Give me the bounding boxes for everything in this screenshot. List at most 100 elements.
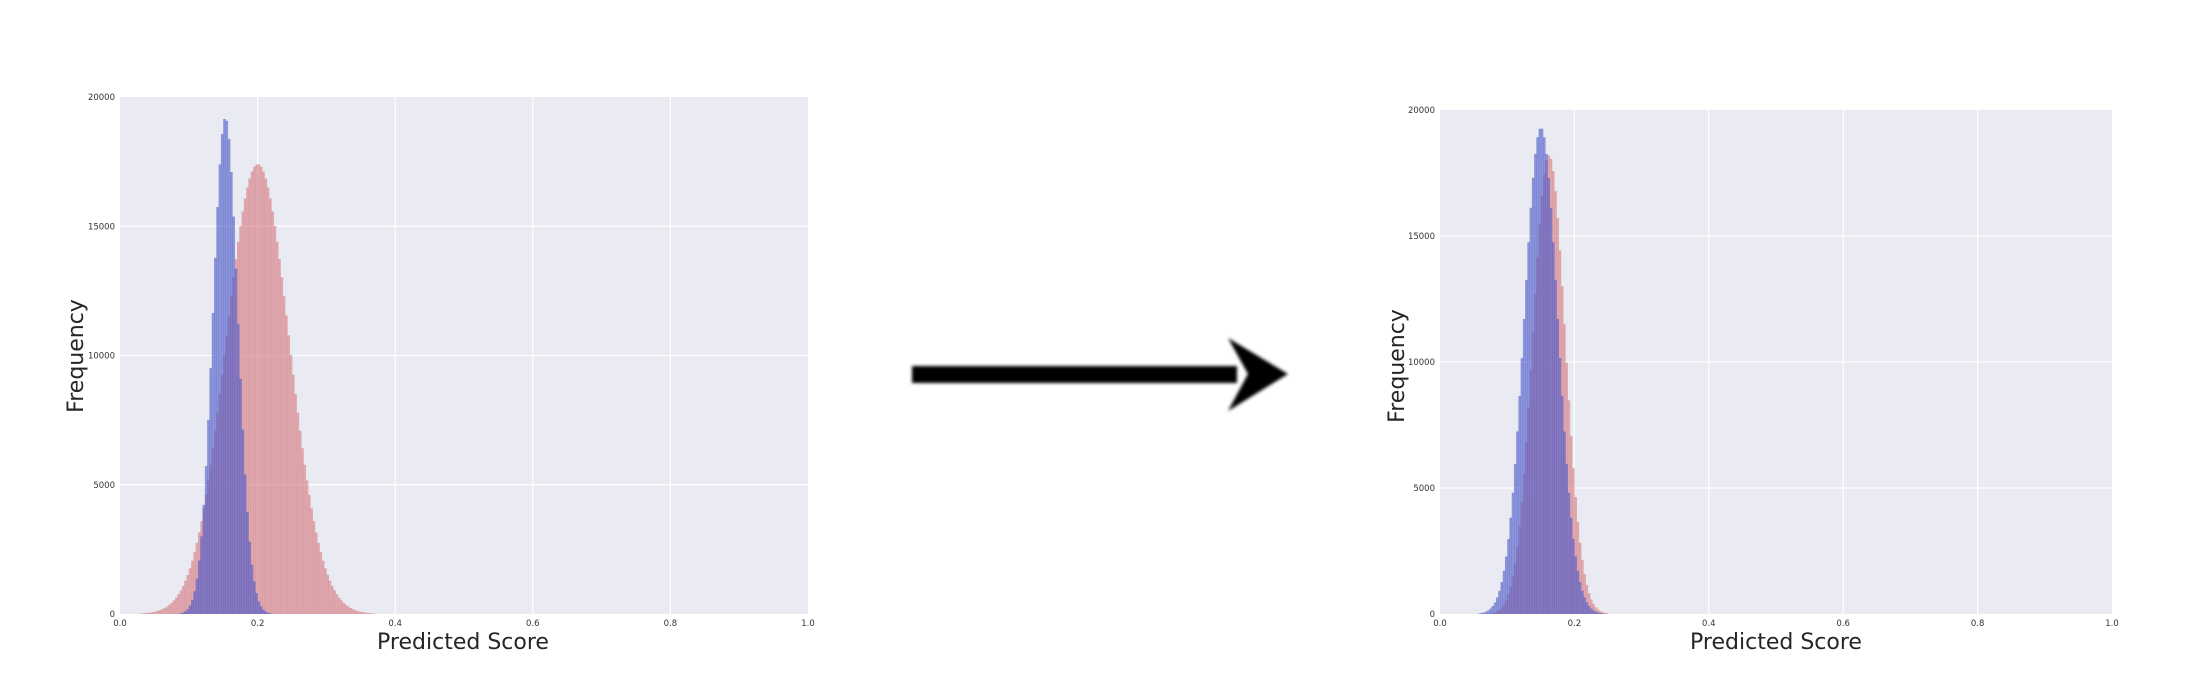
right-bar [1496, 597, 1499, 614]
left-bar [310, 508, 313, 614]
left-x-tick-5: 1.0 [801, 619, 815, 629]
left-y-tick-3: 15000 [88, 222, 115, 232]
left-bar [195, 542, 199, 614]
left-bar [181, 612, 185, 614]
left-bar [351, 609, 355, 614]
right-bar [1554, 279, 1557, 614]
left-bar [186, 574, 190, 614]
left-bar [236, 324, 240, 614]
right-bar [1594, 607, 1598, 614]
right-bar [1536, 137, 1539, 614]
left-x-tick-4: 0.8 [664, 619, 678, 629]
left-bar [257, 601, 261, 614]
right-bar [1592, 603, 1595, 614]
right-x-tick-2: 0.4 [1702, 619, 1716, 629]
right-x-tick-3: 0.6 [1836, 619, 1850, 629]
left-bar [214, 257, 217, 614]
left-bar [204, 465, 208, 614]
left-bar [365, 612, 368, 614]
right-bar [1599, 611, 1602, 614]
right-bar [1574, 556, 1577, 614]
right-y-tick-1: 5000 [1413, 484, 1435, 494]
left-bar [152, 612, 155, 614]
left-bar [328, 580, 332, 614]
left-bar [275, 241, 279, 614]
left-bar [230, 172, 233, 614]
left-bar [269, 198, 272, 615]
left-bar [248, 178, 252, 614]
right-bar [1480, 613, 1483, 614]
right-bar [1601, 612, 1604, 614]
left-bar [202, 504, 206, 614]
left-bar [170, 602, 174, 614]
left-bar [227, 138, 231, 614]
left-bar [292, 374, 295, 614]
left-y-tick-2: 10000 [88, 352, 115, 362]
left-bar [335, 594, 339, 614]
right-bar [1590, 608, 1593, 614]
right-bar [1558, 358, 1562, 614]
left-bar [266, 187, 270, 614]
left-bar [193, 591, 196, 614]
left-bar [207, 419, 210, 614]
right-series-1 [1478, 128, 1604, 614]
left-bar [225, 120, 229, 615]
right-bar [1567, 492, 1571, 614]
right-bar [1581, 590, 1584, 614]
left-bar [165, 606, 169, 614]
left-x-tick-1: 0.2 [251, 619, 265, 629]
left-bar [181, 585, 185, 614]
left-bar [193, 552, 196, 614]
right-y-tick-0: 0 [1430, 610, 1435, 620]
left-bar [349, 607, 352, 614]
right-bar [1565, 463, 1568, 614]
left-bar [149, 612, 153, 614]
left-bar [186, 609, 190, 614]
left-bar [266, 612, 270, 614]
left-bars [140, 119, 375, 615]
right-bar [1583, 597, 1586, 614]
left-bar [257, 164, 261, 614]
left-bar [264, 178, 268, 614]
right-bar [1502, 570, 1506, 614]
left-bar [168, 604, 171, 614]
transition-arrow-icon [912, 338, 1288, 411]
left-bar [250, 564, 254, 614]
left-bar [154, 611, 157, 614]
left-bar [262, 171, 265, 614]
right-bar [1520, 358, 1524, 614]
left-bar [246, 187, 249, 614]
left-bar [243, 198, 247, 615]
right-bar [1522, 319, 1526, 614]
left-bar [337, 597, 341, 614]
right-bar [1590, 599, 1593, 614]
right-bar [1547, 177, 1551, 614]
right-bar [1576, 570, 1580, 614]
left-bar [308, 494, 311, 614]
left-bar [184, 580, 187, 614]
left-bar [253, 581, 256, 614]
left-y-axis-label: Frequency [64, 299, 89, 413]
left-bar [367, 613, 371, 614]
left-bar [197, 560, 201, 614]
left-bar [340, 600, 343, 614]
left-bar [324, 568, 327, 614]
left-bar [262, 609, 265, 614]
left-bar [280, 277, 284, 614]
left-x-tick-0: 0.0 [113, 619, 127, 629]
left-bar [363, 612, 366, 614]
left-bar [312, 520, 316, 614]
right-bar [1572, 538, 1575, 614]
left-bar [200, 536, 203, 614]
left-bar [319, 552, 323, 614]
left-bar [360, 612, 364, 614]
left-bar [243, 474, 247, 614]
left-bar [161, 609, 164, 614]
right-bar [1518, 395, 1521, 614]
right-bar [1507, 538, 1510, 614]
left-bar [269, 613, 272, 614]
right-x-tick-5: 1.0 [2105, 619, 2119, 629]
left-bar [220, 134, 224, 614]
left-bar [158, 610, 162, 614]
